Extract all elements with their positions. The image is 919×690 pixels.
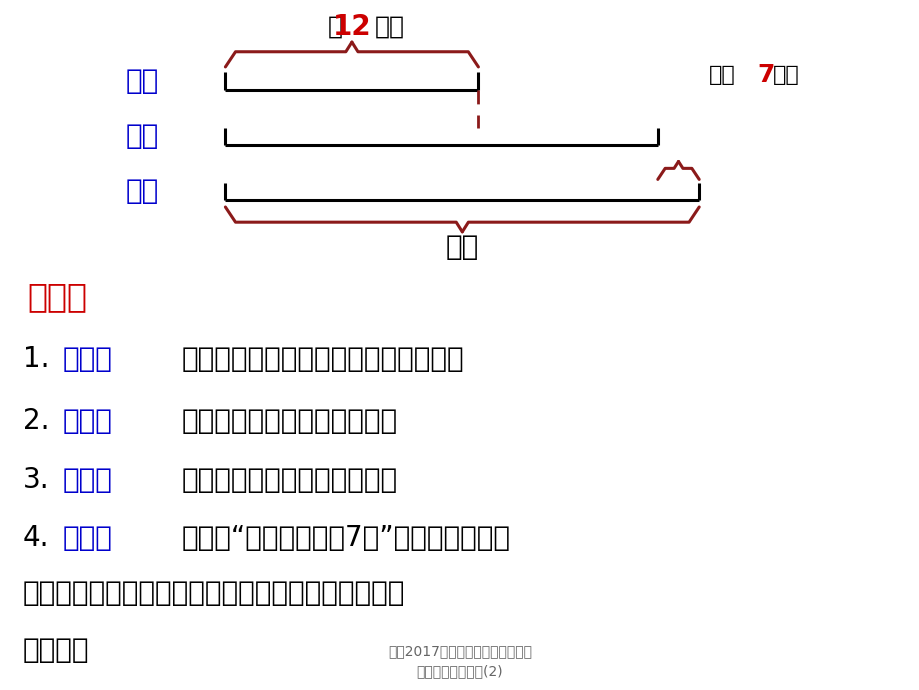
Text: ）朵: ）朵 — [375, 15, 404, 39]
Text: ？和刚才相比，两道题的解答过程有什么相同，有什: ？和刚才相比，两道题的解答过程有什么相同，有什 — [23, 580, 405, 607]
Text: 说一说: 说一说 — [62, 407, 112, 435]
Text: 红花: 红花 — [126, 177, 159, 206]
Text: ：在小组里交流自己的方法；: ：在小组里交流自己的方法； — [181, 407, 397, 435]
Text: ：在课堂探究本上列式解答；: ：在课堂探究本上列式解答； — [181, 466, 397, 493]
Text: 1.: 1. — [23, 345, 50, 373]
Text: 4.: 4. — [23, 524, 50, 552]
Text: 算一算: 算一算 — [62, 466, 112, 493]
Text: 黄花: 黄花 — [126, 122, 159, 150]
Text: 议一议: 议一议 — [62, 524, 112, 552]
Text: 多（: 多（ — [708, 66, 734, 85]
Text: ）朵: ）朵 — [772, 66, 799, 85]
Text: 12: 12 — [333, 13, 370, 41]
Text: 7: 7 — [756, 63, 774, 87]
Text: 想一想: 想一想 — [62, 345, 112, 373]
Text: ：如果“红花比黄花少7朵”，应该怎样解答: ：如果“红花比黄花少7朵”，应该怎样解答 — [181, 524, 510, 552]
Text: （: （ — [327, 15, 342, 39]
Text: ？朵: ？朵 — [445, 233, 479, 261]
Text: 2.: 2. — [23, 407, 50, 435]
Text: 最新2017新苏教版。三年级数学上
册解决问题的策略(2): 最新2017新苏教版。三年级数学上 册解决问题的策略(2) — [388, 644, 531, 678]
Text: ：根据前两个条件可以求出什么问题？: ：根据前两个条件可以求出什么问题？ — [181, 345, 463, 373]
Text: 么不同？: 么不同？ — [23, 636, 89, 664]
Text: 自学：: 自学： — [28, 280, 87, 313]
Text: 3.: 3. — [23, 466, 50, 493]
Text: 绿花: 绿花 — [126, 67, 159, 95]
